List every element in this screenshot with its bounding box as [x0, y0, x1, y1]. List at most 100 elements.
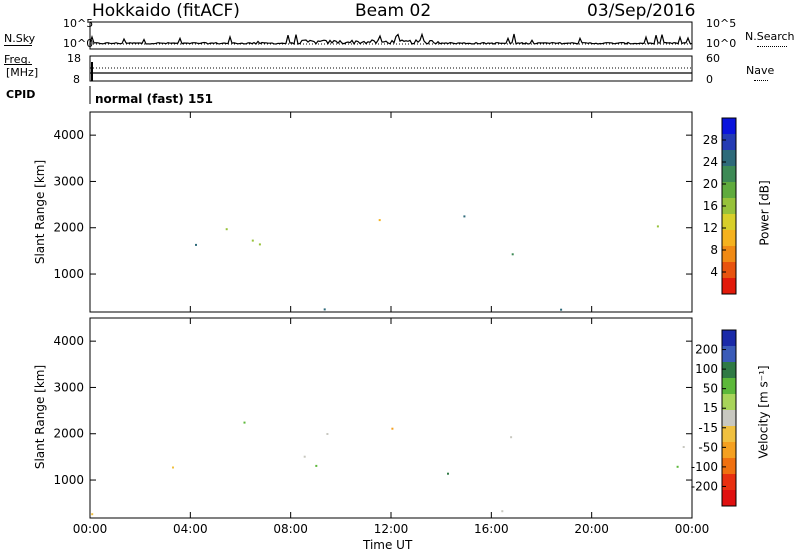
colorbar-frame — [721, 329, 737, 507]
noise-left-tick-top: 10^5 — [63, 17, 94, 30]
colorbar-tick-label: 50 — [703, 382, 718, 396]
heatmap-cell — [326, 433, 329, 435]
x-tick-label: 04:00 — [173, 522, 208, 536]
time-x-axis: 00:00 04:00 08:00 12:00 16:00 20:00 00:00 — [73, 112, 710, 536]
x-tick-label: 12:00 — [374, 522, 409, 536]
y-tick-label: 3000 — [53, 174, 84, 188]
colorbar-tick-label: 28 — [703, 133, 718, 147]
colorbar-swatch — [722, 278, 736, 295]
y-tick-label: 4000 — [53, 334, 84, 348]
power-panel-bg — [90, 112, 692, 312]
heatmap-cell — [243, 421, 246, 424]
cpid-label: CPID — [6, 88, 36, 101]
heatmap-cell — [323, 308, 326, 311]
velocity-y-axis: 1000 2000 3000 4000 — [53, 334, 692, 487]
heatmap-cell — [251, 239, 254, 242]
colorbar-swatch — [722, 442, 736, 459]
heatmap-cell — [501, 510, 504, 513]
colorbar-swatch — [722, 214, 736, 231]
noise-panel-frame — [89, 21, 693, 50]
colorbar-swatch — [722, 346, 736, 363]
heatmap-cell — [303, 455, 306, 458]
y-tick-label: 3000 — [53, 380, 84, 394]
colorbar-tick-label: 200 — [695, 343, 718, 357]
station-title: Hokkaido (fitACF) — [92, 1, 240, 21]
colorbar-swatch — [722, 394, 736, 411]
nave-tick-bottom: 0 — [706, 73, 713, 86]
velocity-panel-bg — [90, 318, 692, 518]
colorbar-tick-label: -50 — [698, 440, 718, 454]
colorbar-tick-label: 15 — [703, 401, 718, 415]
heatmap-cell — [225, 228, 228, 231]
beam-title: Beam 02 — [355, 1, 432, 21]
power-colorbar-label: Power [dB] — [757, 180, 772, 246]
colorbar-swatch — [722, 134, 736, 151]
colorbar-swatch — [722, 378, 736, 395]
velocity-colorbar-label: Velocity [m s⁻¹] — [756, 365, 771, 459]
colorbar-tick-label: 8 — [710, 243, 718, 257]
colorbar-tick-label: 24 — [703, 155, 718, 169]
velocity-ylabel: Slant Range [km] — [33, 364, 48, 470]
heatmap-cell — [315, 464, 318, 467]
heatmap-cell — [656, 225, 659, 228]
colorbar-swatch — [722, 474, 736, 491]
heatmap-cell — [91, 513, 94, 516]
y-tick-label: 4000 — [53, 128, 84, 142]
heatmap-cell — [511, 253, 514, 256]
colorbar-tick-label: 100 — [695, 362, 718, 376]
colorbar-tick-label: -100 — [691, 460, 718, 474]
freq-tick-bottom: 8 — [73, 73, 80, 86]
freq-tick-top: 18 — [67, 52, 81, 65]
colorbar-swatch — [722, 118, 736, 135]
heatmap-cell — [258, 243, 261, 246]
colorbar-tick-label: -15 — [698, 421, 718, 435]
colorbar-swatch — [722, 166, 736, 183]
colorbar-swatch — [722, 246, 736, 263]
heatmap-cell — [463, 215, 466, 218]
nsearch-legend-line — [757, 46, 787, 47]
velocity-colorbar: 200 100 50 15 -15 -50 -100 -200 — [691, 329, 737, 507]
colorbar-tick-label: 4 — [710, 265, 718, 279]
nave-legend-line — [754, 80, 768, 81]
heatmap-cell — [676, 465, 679, 468]
noise-right-tick-top: 10^5 — [706, 17, 737, 30]
colorbar-swatch — [722, 362, 736, 379]
noise-left-tick-bottom: 10^0 — [63, 37, 94, 50]
colorbar-swatch — [722, 490, 736, 507]
colorbar-swatch — [722, 262, 736, 279]
freq-legend-line — [4, 64, 32, 65]
power-y-axis: 1000 2000 3000 4000 — [53, 128, 692, 281]
freq-unit: [MHz] — [6, 66, 39, 79]
freq-label: Freq. — [4, 53, 32, 66]
power-colorbar: 4 8 12 16 20 24 28 — [703, 117, 737, 295]
heatmap-cell — [378, 219, 381, 222]
heatmap-cell — [510, 436, 513, 439]
nave-tick-top: 60 — [706, 52, 720, 65]
noise-right-tick-bottom: 10^0 — [706, 37, 737, 50]
y-tick-label: 2000 — [53, 221, 84, 235]
date-title: 03/Sep/2016 — [587, 1, 696, 21]
colorbar-swatch — [722, 426, 736, 443]
colorbar-tick-label: -200 — [691, 479, 718, 493]
heatmap-cell — [195, 243, 197, 246]
x-tick-label: 16:00 — [474, 522, 509, 536]
nsearch-label: N.Search — [745, 30, 795, 43]
nave-label: Nave — [746, 64, 775, 77]
y-tick-label: 2000 — [53, 427, 84, 441]
nsky-label: N.Sky — [4, 32, 36, 45]
power-heatmap — [195, 215, 659, 311]
colorbar-swatch — [722, 458, 736, 475]
colorbar-swatch — [722, 198, 736, 215]
heatmap-cell — [682, 446, 685, 448]
x-tick-label: 00:00 — [675, 522, 710, 536]
colorbar-swatch — [722, 330, 736, 347]
velocity-heatmap — [91, 421, 685, 516]
colorbar-swatch — [722, 410, 736, 427]
colorbar-tick-label: 20 — [703, 177, 718, 191]
cpid-text: normal (fast) 151 — [95, 92, 213, 106]
colorbar-tick-label: 16 — [703, 199, 718, 213]
nsky-legend-line — [4, 45, 32, 46]
heatmap-cell — [560, 308, 563, 311]
